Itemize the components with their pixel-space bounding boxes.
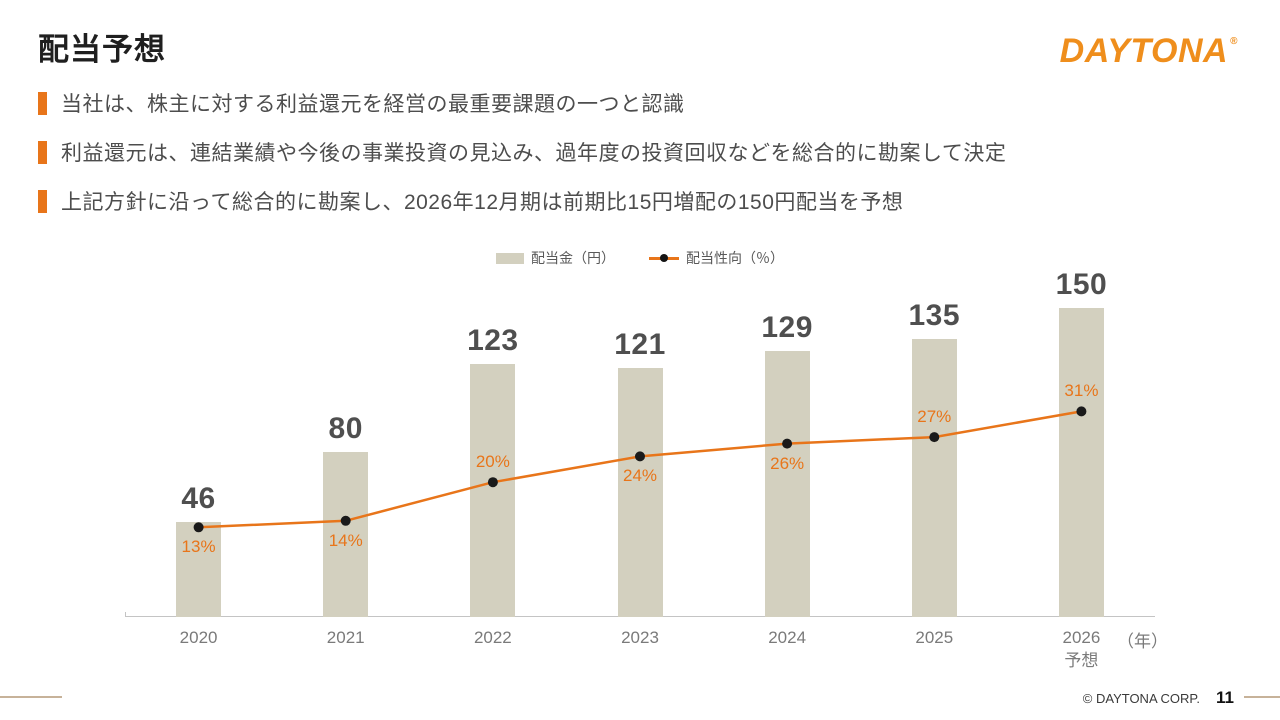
- bar-series-swatch: [496, 252, 524, 264]
- logo-text: DAYTONA: [1059, 32, 1229, 70]
- chart-legend: 配当金（円） 配当性向（％）: [0, 248, 1280, 268]
- dividend-bar: [1058, 308, 1104, 617]
- bar-value-label: 80: [328, 412, 363, 446]
- daytona-logo: DAYTONA ®: [1060, 32, 1238, 71]
- legend-item-payout-ratio: 配当性向（％）: [649, 248, 784, 268]
- bullet-marker-icon: [38, 140, 47, 164]
- bar-value-label: 123: [467, 323, 519, 357]
- dividend-bar: [764, 351, 810, 617]
- dividend-bar: [911, 338, 957, 617]
- dividend-bar: [617, 367, 663, 617]
- dividend-bar: [176, 522, 222, 617]
- line-dot: [487, 477, 498, 488]
- x-axis-label: 2020: [179, 628, 218, 647]
- legend-label-payout-ratio: 配当性向（％）: [686, 250, 784, 266]
- line-dot: [782, 438, 793, 449]
- line-dot: [340, 515, 351, 526]
- payout-ratio-label: 14%: [328, 530, 363, 550]
- footer-rule-left: [0, 696, 62, 698]
- legend-item-dividend: 配当金（円）: [496, 248, 615, 268]
- x-axis-label: 2025: [915, 628, 954, 647]
- payout-ratio-label: 13%: [181, 537, 216, 557]
- bar-value-label: 135: [908, 298, 961, 332]
- bar-value-label: 121: [614, 327, 666, 361]
- bullet-list: 当社は、株主に対する利益還元を経営の最重要課題の一つと認識 利益還元は、連結業績…: [38, 88, 1006, 235]
- x-axis-label: 2023: [621, 628, 659, 647]
- registered-mark-icon: ®: [1230, 36, 1238, 47]
- line-series-swatch: [649, 254, 679, 262]
- x-axis-label: 2024: [768, 628, 807, 647]
- bullet-marker-icon: [38, 91, 47, 115]
- page-title: 配当予想: [38, 32, 166, 67]
- x-axis-tick: [125, 612, 126, 617]
- payout-ratio-line-chart: [193, 406, 1087, 533]
- payout-ratio-label: 26%: [770, 453, 805, 473]
- footer-rule-right: [1244, 696, 1280, 698]
- x-axis-label: 2026 予想: [1008, 627, 1155, 673]
- x-axis-label: 2022: [473, 628, 512, 647]
- copyright-text: © DAYTONA CORP.: [1082, 691, 1201, 706]
- bar-value-label: 150: [1055, 268, 1108, 301]
- bullet-item: 利益還元は、連結業績や今後の事業投資の見込み、過年度の投資回収などを総合的に勘案…: [38, 137, 1006, 167]
- bar-value-label: 46: [181, 482, 216, 516]
- x-axis-label: 2021: [326, 628, 365, 647]
- bullet-item: 当社は、株主に対する利益還元を経営の最重要課題の一つと認識: [38, 88, 1006, 118]
- payout-ratio-label: 31%: [1064, 381, 1099, 401]
- legend-line-dot-icon: [660, 254, 668, 262]
- dividend-bar: [323, 452, 369, 617]
- line-dot: [193, 522, 204, 533]
- bar-value-label: 129: [761, 311, 813, 345]
- line-dot: [635, 451, 645, 462]
- bullet-text: 上記方針に沿って総合的に勘案し、2026年12月期は前期比15円増配の150円配…: [61, 191, 904, 214]
- dividend-chart: 46 2020 80 2021 123 2022 121 2023 129 2024 135 2025…: [125, 245, 1168, 670]
- bullet-item: 上記方針に沿って総合的に勘案し、2026年12月期は前期比15円増配の150円配…: [38, 186, 1006, 216]
- axis-unit-label: （年）: [1117, 632, 1168, 651]
- payout-ratio-label: 20%: [475, 452, 510, 472]
- bullet-text: 当社は、株主に対する利益還元を経営の最重要課題の一つと認識: [61, 93, 685, 116]
- bullet-marker-icon: [38, 189, 47, 213]
- payout-ratio-label: 24%: [622, 466, 658, 486]
- payout-ratio-label: 27%: [917, 407, 952, 427]
- line-dot: [1076, 406, 1087, 417]
- dividend-bar: [470, 363, 516, 617]
- bullet-text: 利益還元は、連結業績や今後の事業投資の見込み、過年度の投資回収などを総合的に勘案…: [61, 142, 1007, 165]
- legend-label-dividend: 配当金（円）: [531, 250, 615, 266]
- forecast-note: 予想: [1064, 650, 1099, 670]
- page-number: 11: [1216, 688, 1234, 707]
- footer: © DAYTONA CORP. 11: [1083, 688, 1234, 708]
- line-dot: [929, 432, 940, 443]
